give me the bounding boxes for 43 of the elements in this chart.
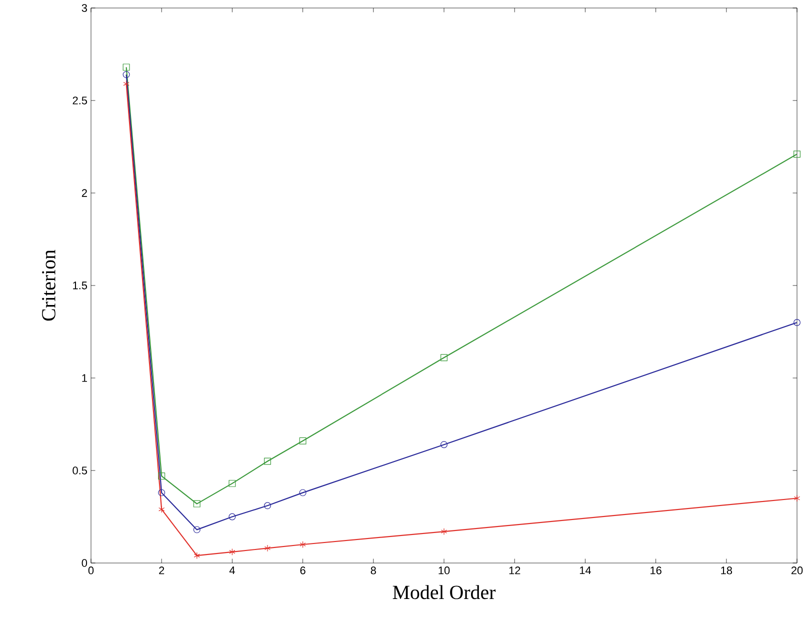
point xyxy=(193,526,200,534)
point xyxy=(122,71,130,78)
x-tick-label: 6 xyxy=(300,566,306,574)
point xyxy=(158,506,165,513)
point xyxy=(300,541,306,548)
point xyxy=(299,489,306,496)
point xyxy=(122,64,130,71)
point xyxy=(264,502,271,510)
y-tick-label: 2.5 xyxy=(72,96,88,104)
x-tick-label: 4 xyxy=(229,566,235,574)
point xyxy=(264,544,271,552)
point xyxy=(158,489,166,496)
point xyxy=(440,528,448,536)
point xyxy=(264,458,271,465)
x-tick-label: 12 xyxy=(509,566,520,574)
x-tick-label: 18 xyxy=(721,566,732,574)
point xyxy=(193,500,200,508)
y-tick-label: 0 xyxy=(82,559,88,567)
point xyxy=(440,354,448,362)
x-tick-label: 8 xyxy=(370,566,376,574)
x-tick-label: 2 xyxy=(159,566,164,574)
x-tick-label: 20 xyxy=(791,566,803,574)
y-tick-label: 1 xyxy=(82,374,87,382)
point xyxy=(299,437,306,444)
y-tick-label: 2 xyxy=(82,189,87,197)
y-tick-label: 3 xyxy=(82,4,87,12)
point xyxy=(440,441,448,448)
x-tick-label: 14 xyxy=(580,566,591,574)
point xyxy=(794,150,800,158)
point xyxy=(158,472,166,480)
y-tick-label: 0.5 xyxy=(72,466,88,474)
point xyxy=(228,513,236,520)
point xyxy=(794,319,800,326)
point xyxy=(194,552,200,560)
x-tick-label: 0 xyxy=(88,566,94,574)
point xyxy=(794,494,800,502)
x-axis-title: Model Order xyxy=(392,585,496,600)
y-axis-title: Criterion xyxy=(42,250,56,321)
point xyxy=(228,480,236,487)
x-tick-label: 10 xyxy=(438,566,450,574)
point xyxy=(229,548,236,556)
x-tick-label: 16 xyxy=(650,566,662,574)
y-tick-label: 1.5 xyxy=(73,282,88,290)
